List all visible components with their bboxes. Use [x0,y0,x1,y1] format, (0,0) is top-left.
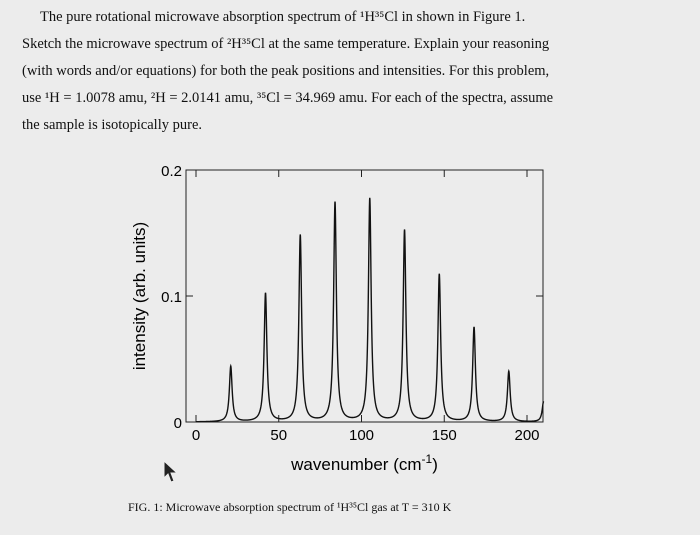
plot-frame [185,169,544,423]
spectrum-peak [438,273,440,276]
problem-line-4: use ¹H = 1.0078 amu, ²H = 2.0141 amu, ³⁵… [22,90,554,106]
peak-markers [230,198,545,403]
spectrum-line [196,197,545,423]
x-axis: 0 50 100 150 200 [192,170,540,444]
x-tick-label: 100 [349,427,374,444]
figure-caption: FIG. 1: Microwave absorption spectrum of… [128,500,452,514]
x-tick-label: 50 [270,427,287,444]
spectrum-peak [230,365,232,368]
spectrum-peak [542,401,545,403]
x-tick-label: 0 [192,427,200,444]
x-axis-label-end: ) [432,455,438,474]
x-axis-label-sup: -1 [422,452,433,466]
spectrum-figure: 0 50 100 150 200 0 0.1 0.2 wavenumber (cm-1) i… [0,150,700,490]
spectrum-chart: 0 50 100 150 200 0 0.1 0.2 wavenumber (cm-1) i… [130,163,545,474]
spectrum-peak [264,292,267,295]
x-tick-label: 200 [514,427,539,444]
y-tick-label: 0.1 [161,289,182,306]
problem-line-1: The pure rotational microwave absorption… [40,9,526,25]
y-tick-label: 0.2 [161,163,182,180]
problem-text: The pure rotational microwave absorption… [22,4,682,139]
spectrum-peak [334,202,336,204]
spectrum-peak [508,371,510,373]
problem-line-2: Sketch the microwave spectrum of ²H³⁵Cl … [22,36,550,52]
problem-line-5: the sample is isotopically pure. [22,117,203,133]
y-axis: 0 0.1 0.2 [161,163,543,432]
spectrum-peak [369,198,371,200]
mouse-cursor-icon [163,460,179,483]
spectrum-peak [299,234,301,237]
problem-line-3: (with words and/or equations) for both t… [22,63,550,79]
x-axis-label: wavenumber (cm-1) [290,452,438,474]
spectrum-peak [403,229,406,232]
y-tick-label: 0 [174,415,182,432]
y-axis-label: intensity (arb. units) [130,222,149,370]
x-axis-label-main: wavenumber (cm [290,455,421,474]
x-tick-label: 150 [432,427,457,444]
spectrum-peak [473,326,475,329]
